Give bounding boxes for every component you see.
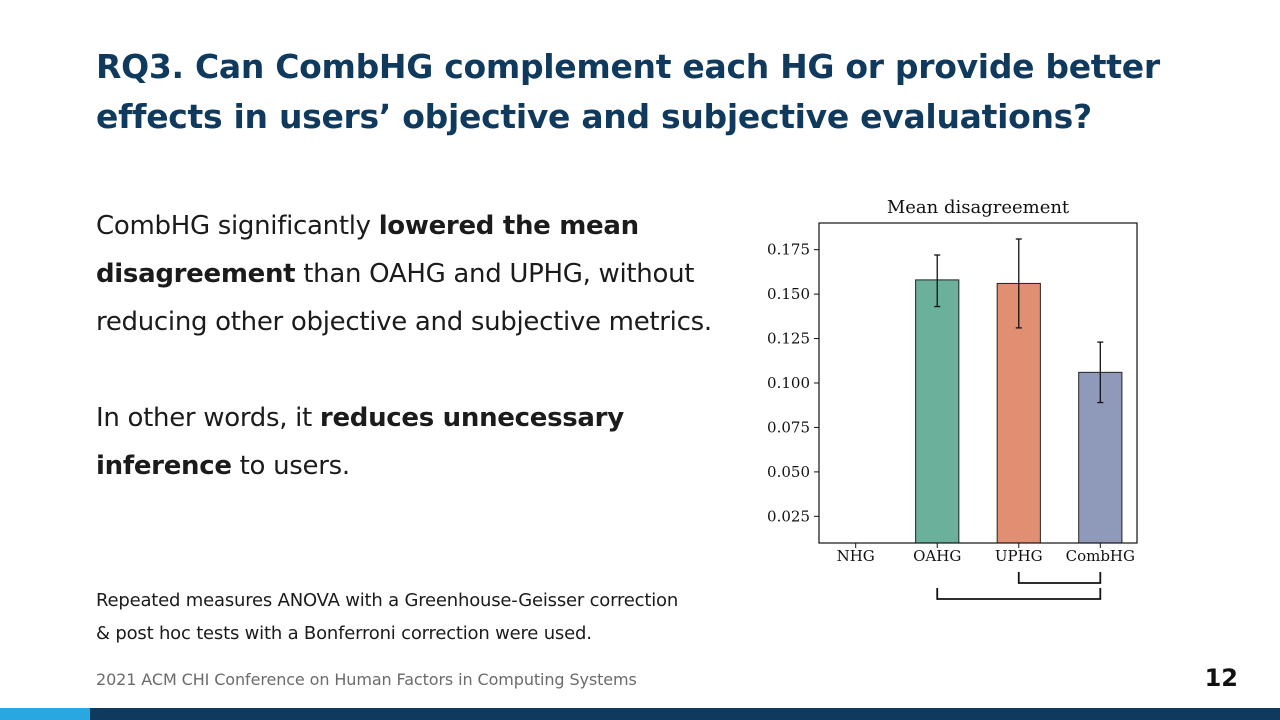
chart-title: Mean disagreement: [887, 197, 1070, 218]
footer-accent-bar: [0, 708, 90, 720]
y-tick-label: 0.125: [767, 330, 810, 348]
x-tick-label: NHG: [837, 547, 875, 565]
significance-bracket: [1017, 572, 1102, 584]
title-segment: Can: [183, 47, 276, 86]
footer-bar: [90, 708, 1280, 720]
title-segment: provide better effects: [96, 47, 1160, 136]
interpretation-paragraph: In other words, it reduces unnecessary i…: [96, 394, 736, 490]
x-tick-label: OAHG: [913, 547, 961, 565]
finding-segment: CombHG significantly: [96, 211, 379, 241]
title-segment: complement each HG or: [433, 47, 895, 86]
finding-segment: than OAHG and UPHG, without reducing oth…: [96, 259, 712, 337]
y-tick-label: 0.100: [767, 374, 810, 392]
significance-bracket: [936, 588, 1102, 600]
title-segment: RQ3.: [96, 47, 184, 86]
error-bar-oahg: [934, 254, 941, 308]
y-tick-label: 0.175: [767, 241, 810, 259]
error-bar-series: [934, 238, 1104, 404]
page-number: 12: [1204, 664, 1238, 692]
x-tick-label: UPHG: [995, 547, 1043, 565]
finding-paragraph: CombHG significantly lowered the mean di…: [96, 202, 736, 346]
title-segment: CombHG: [275, 47, 434, 86]
error-bar-uphg: [1015, 238, 1022, 329]
y-tick-label: 0.075: [767, 418, 810, 436]
finding-segment: lowered the mean disagreement: [96, 211, 639, 289]
conference-footer: 2021 ACM CHI Conference on Human Factors…: [96, 670, 637, 689]
significance-brackets: [936, 572, 1102, 600]
interpretation-segment: reduces unnecessary inference: [96, 403, 624, 481]
statistics-note-line-1: Repeated measures ANOVA with a Greenhous…: [96, 590, 679, 611]
slide-title: RQ3. Can CombHG complement each HG or pr…: [96, 42, 1206, 142]
title-segment: in users’ objective and subjective evalu…: [222, 97, 1093, 136]
bar-oahg: [915, 279, 960, 544]
x-tick-label: CombHG: [1066, 547, 1135, 565]
y-tick-label: 0.150: [767, 285, 810, 303]
statistics-note-line-2: & post hoc tests with a Bonferroni corre…: [96, 623, 592, 644]
mean-disagreement-chart: Mean disagreement 0.0250.0500.0750.1000.…: [767, 197, 1138, 600]
error-bar-combhg: [1097, 341, 1104, 404]
interpretation-segment: to users.: [231, 451, 351, 481]
statistics-note: Repeated measures ANOVA with a Greenhous…: [96, 584, 736, 650]
y-tick-label: 0.025: [767, 507, 810, 525]
y-tick-label: 0.050: [767, 463, 810, 481]
interpretation-segment: In other words, it: [96, 403, 320, 433]
y-axis: 0.025 0.050 0.075 0.100 0.125 0.150 0.175: [767, 241, 819, 525]
x-axis: NHG OAHG UPHG CombHG: [837, 543, 1135, 565]
